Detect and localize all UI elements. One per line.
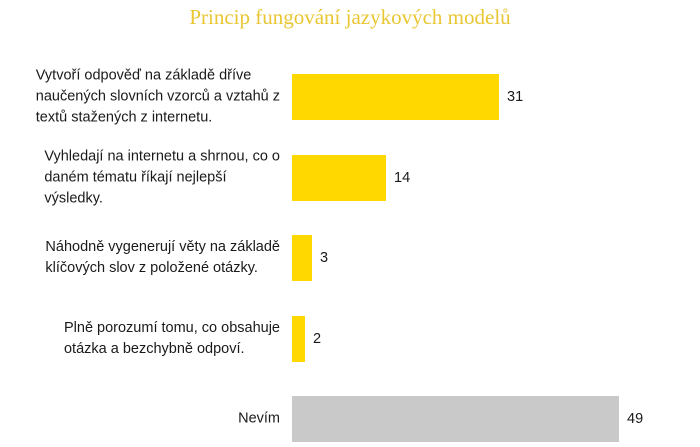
data-label: 2 xyxy=(313,331,322,347)
chart-title: Princip fungování jazykových modelů xyxy=(189,5,511,29)
bar-row: Plně porozumí tomu, co obsahuje otázka a… xyxy=(0,316,700,362)
bar xyxy=(292,235,312,281)
category-label: Plně porozumí tomu, co obsahuje otázka a… xyxy=(63,320,280,357)
category-label: Vytvoří odpověď na základě dříve naučený… xyxy=(35,67,280,126)
bar-row: Vytvoří odpověď na základě dříve naučený… xyxy=(0,68,700,126)
bar xyxy=(292,396,619,442)
category-label: Vyhledají na internetu a shrnou, co o da… xyxy=(44,148,280,207)
category-label: Nevím xyxy=(238,410,280,427)
bar xyxy=(292,155,386,201)
bar xyxy=(292,74,499,120)
bar xyxy=(292,316,305,362)
bar-row: Vyhledají na internetu a shrnou, co o da… xyxy=(0,149,700,207)
bar-row: Nevím 49 xyxy=(0,396,700,442)
data-label: 14 xyxy=(394,170,411,186)
bar-row: Náhodně vygenerují věty na základě klíčo… xyxy=(0,235,700,281)
data-label: 3 xyxy=(320,250,329,266)
data-label: 31 xyxy=(507,89,524,105)
data-label: 49 xyxy=(627,411,644,427)
category-label: Náhodně vygenerují věty na základě klíčo… xyxy=(45,239,280,276)
